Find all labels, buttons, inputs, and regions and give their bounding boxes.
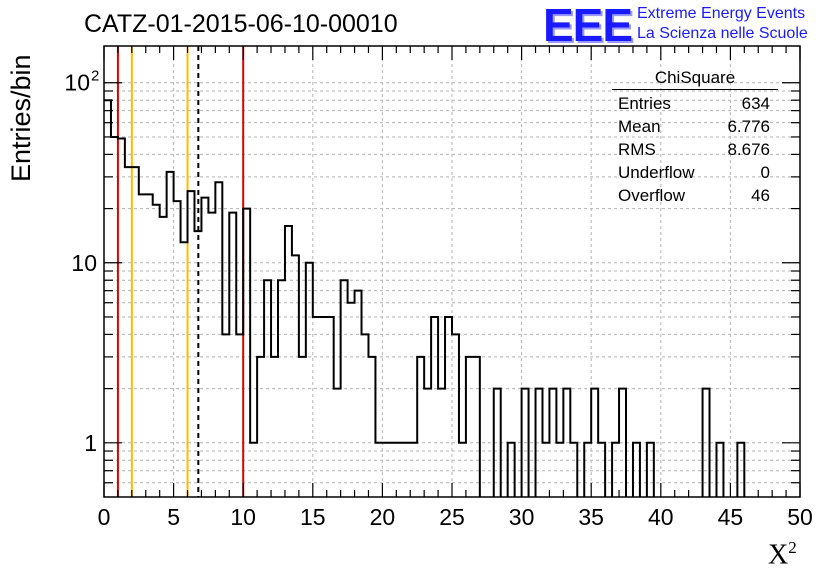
stats-value: 8.676 bbox=[727, 140, 770, 159]
stats-label: Entries bbox=[618, 94, 671, 113]
histogram-series bbox=[104, 99, 746, 497]
x-tick-label: 5 bbox=[167, 504, 180, 530]
stats-row-overflow: Overflow 46 bbox=[612, 184, 778, 207]
x-tick-label: 45 bbox=[718, 504, 744, 530]
x-tick-label: 40 bbox=[648, 504, 674, 530]
histogram-layer bbox=[104, 99, 746, 497]
stats-box: ChiSquare Entries 634 Mean 6.776 RMS 8.6… bbox=[612, 68, 778, 207]
axes-layer bbox=[103, 45, 801, 498]
y-tick-label: 10 bbox=[71, 250, 97, 276]
logo-line-1: Extreme Energy Events bbox=[637, 5, 806, 22]
stats-row-entries: Entries 634 bbox=[612, 92, 778, 115]
y-tick-label: 1 bbox=[84, 430, 97, 456]
x-tick-label: 0 bbox=[98, 504, 111, 530]
x-tick-label: 25 bbox=[439, 504, 465, 530]
stats-row-mean: Mean 6.776 bbox=[612, 115, 778, 138]
stats-row-rms: RMS 8.676 bbox=[612, 138, 778, 161]
x-tick-label: 50 bbox=[787, 504, 813, 530]
logo-line-2: La Scienza nelle Scuole bbox=[637, 25, 808, 42]
stats-value: 46 bbox=[751, 186, 770, 205]
y-tick-label: 10 bbox=[64, 70, 90, 96]
x-axis-label-base: X bbox=[768, 539, 789, 571]
stats-value: 6.776 bbox=[727, 117, 770, 136]
x-tick-label: 20 bbox=[370, 504, 396, 530]
y-tick-label-exponent: 2 bbox=[91, 68, 99, 85]
stats-label: Overflow bbox=[618, 186, 686, 205]
x-tick-label: 35 bbox=[578, 504, 604, 530]
stats-row-underflow: Underflow 0 bbox=[612, 161, 778, 184]
eee-logo: EEE bbox=[543, 0, 633, 51]
stats-value: 0 bbox=[760, 163, 770, 182]
x-tick-label: 15 bbox=[300, 504, 326, 530]
stats-label: Underflow bbox=[618, 163, 695, 182]
stats-value: 634 bbox=[741, 94, 770, 113]
x-tick-label: 10 bbox=[230, 504, 256, 530]
chart-title: CATZ-01-2015-06-10-00010 bbox=[84, 10, 398, 38]
x-axis-label-exponent: 2 bbox=[788, 538, 797, 557]
stats-box-title: ChiSquare bbox=[612, 68, 778, 90]
logo-caption: Extreme Energy Events La Scienza nelle S… bbox=[637, 4, 808, 44]
stats-label: Mean bbox=[618, 117, 661, 136]
x-axis-label: X2 bbox=[768, 538, 797, 571]
stats-label: RMS bbox=[618, 140, 656, 159]
y-axis-label: Entries/bin bbox=[6, 54, 36, 182]
x-tick-label: 30 bbox=[509, 504, 535, 530]
